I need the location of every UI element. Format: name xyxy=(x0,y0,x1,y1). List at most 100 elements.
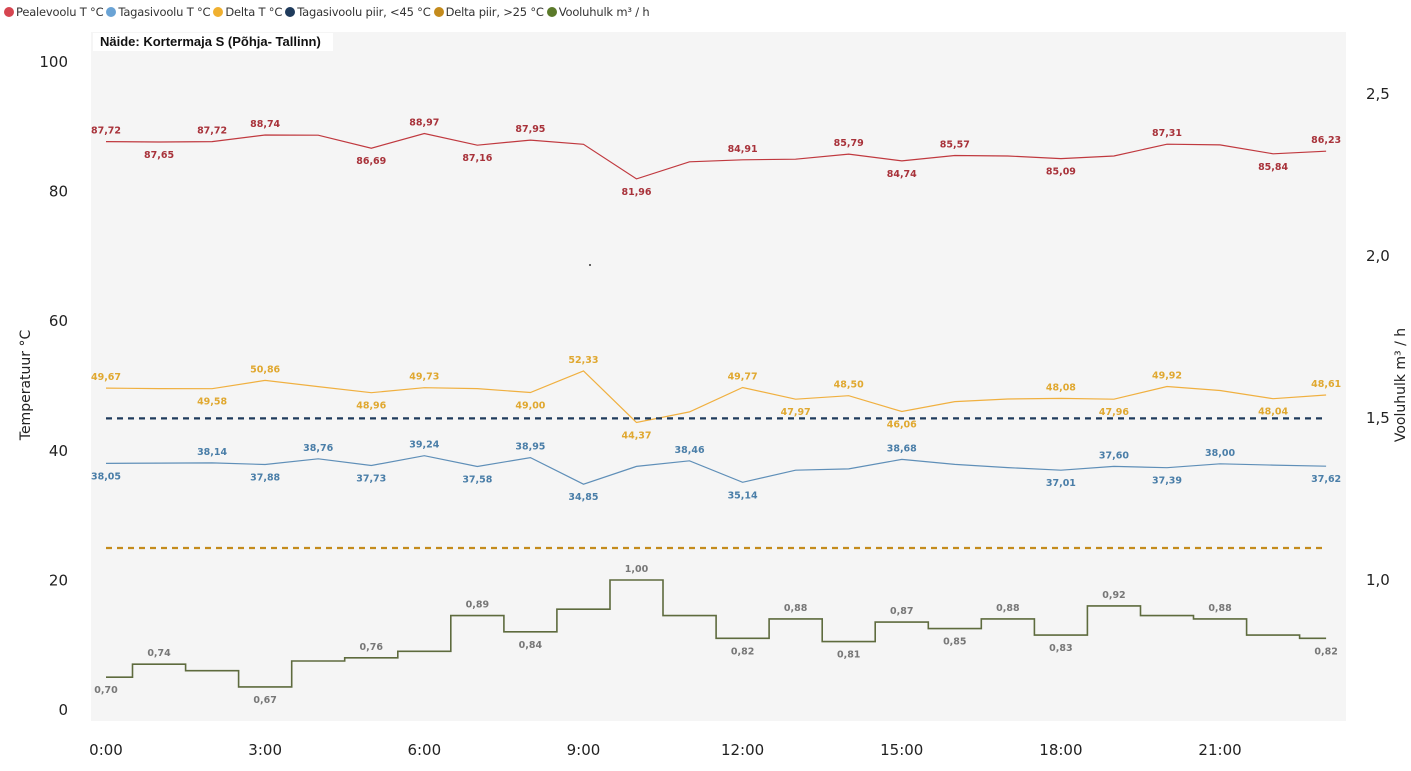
data-label: 38,05 xyxy=(91,471,121,482)
data-label: 38,14 xyxy=(197,447,227,458)
data-label: 85,09 xyxy=(1046,167,1076,178)
y-tick-label: 80 xyxy=(49,183,68,201)
legend-label: Pealevoolu T °C xyxy=(16,5,104,19)
data-labels: 87,72 87,65 87,72 88,74 86,69 88,97 87,16 87,95… xyxy=(91,117,1341,705)
data-label: 0,74 xyxy=(147,648,171,659)
data-label: 0,85 xyxy=(943,637,966,648)
data-label: 46,06 xyxy=(887,420,917,431)
legend-marker-icon xyxy=(213,7,224,17)
y-tick-label: 0 xyxy=(58,701,68,719)
series-line-pealevoolu-t-c xyxy=(105,132,1327,180)
legend-label: Delta piir, >25 °C xyxy=(445,5,544,19)
data-label: 37,58 xyxy=(462,474,492,485)
data-label: 86,23 xyxy=(1311,135,1341,146)
legend-marker-icon xyxy=(285,7,296,17)
data-label: 48,61 xyxy=(1311,379,1341,390)
data-label: 86,69 xyxy=(356,156,386,167)
data-label: 49,58 xyxy=(197,397,227,408)
legend-marker-icon xyxy=(106,7,117,17)
data-label: 48,08 xyxy=(1046,382,1076,393)
data-label: 88,97 xyxy=(409,117,439,128)
data-label: 39,24 xyxy=(409,440,439,451)
data-label: 85,79 xyxy=(834,138,864,149)
data-label: 87,95 xyxy=(515,124,545,135)
legend-item[interactable]: Delta piir, >25 °C xyxy=(433,5,544,19)
legend-label: Tagasivoolu piir, <45 °C xyxy=(297,5,431,19)
data-label: 87,72 xyxy=(197,126,227,137)
legend-item[interactable]: Tagasivoolu T °C xyxy=(106,5,211,19)
x-axis: 0:00 3:00 6:00 9:00 12:00 15:00 18:00 21:00 xyxy=(89,741,1242,759)
data-label: 38,00 xyxy=(1205,448,1235,459)
y-axis-right-title: Vooluhulk m³ / h xyxy=(1393,328,1409,442)
legend-label: Delta T °C xyxy=(225,5,283,19)
legend-item[interactable]: Pealevoolu T °C xyxy=(4,5,104,19)
data-label: 81,96 xyxy=(621,187,651,198)
data-label: 0,87 xyxy=(890,606,913,617)
y-tick-label: 20 xyxy=(49,571,68,589)
data-label: 87,16 xyxy=(462,153,492,164)
data-label: 0,82 xyxy=(731,646,754,657)
x-tick-label: 9:00 xyxy=(567,741,601,759)
data-label: 48,04 xyxy=(1258,407,1288,418)
series-line-vooluhulk-m-h xyxy=(106,579,1327,688)
data-label: 0,67 xyxy=(253,695,276,706)
legend-label: Tagasivoolu T °C xyxy=(118,5,211,19)
legend-item[interactable]: Tagasivoolu piir, <45 °C xyxy=(285,5,431,19)
data-label: 34,85 xyxy=(568,492,598,503)
data-label: 49,73 xyxy=(409,372,439,383)
data-label: 48,96 xyxy=(356,401,386,412)
x-tick-label: 6:00 xyxy=(407,741,441,759)
data-label: 87,65 xyxy=(144,150,174,161)
data-label: 47,96 xyxy=(1099,407,1129,418)
data-label: 35,14 xyxy=(728,490,758,501)
data-label: 50,86 xyxy=(250,364,280,375)
y2-tick-label: 2,0 xyxy=(1366,247,1390,265)
data-label: 0,82 xyxy=(1314,646,1337,657)
data-label: 0,88 xyxy=(784,603,808,614)
y2-tick-label: 1,0 xyxy=(1366,571,1390,589)
x-tick-label: 12:00 xyxy=(721,741,764,759)
y-tick-label: 40 xyxy=(49,442,68,460)
legend-item[interactable]: Delta T °C xyxy=(213,5,282,19)
data-label: 85,84 xyxy=(1258,162,1288,173)
data-label: 37,01 xyxy=(1046,478,1076,489)
data-label: 0,88 xyxy=(1208,603,1232,614)
x-tick-label: 15:00 xyxy=(880,741,923,759)
data-label: 0,83 xyxy=(1049,643,1072,654)
y2-tick-label: 1,5 xyxy=(1366,409,1390,427)
data-label: 44,37 xyxy=(621,430,651,441)
data-label: 84,74 xyxy=(887,169,917,180)
data-label: 38,76 xyxy=(303,443,333,454)
data-label: 84,91 xyxy=(728,144,758,155)
data-label: 0,70 xyxy=(94,685,118,696)
y-axis-right: 1,0 1,5 2,0 2,5 xyxy=(1366,85,1390,589)
data-label: 37,88 xyxy=(250,473,280,484)
data-label: 1,00 xyxy=(625,564,649,575)
data-label: 0,84 xyxy=(519,640,543,651)
data-label: 49,00 xyxy=(515,400,545,411)
data-label: 87,31 xyxy=(1152,128,1182,139)
data-label: 38,68 xyxy=(887,443,917,454)
y-tick-label: 60 xyxy=(49,312,68,330)
stray-dot xyxy=(589,264,591,266)
x-tick-label: 21:00 xyxy=(1198,741,1241,759)
data-label: 52,33 xyxy=(568,355,598,366)
series-line-tagasivoolu-t-c xyxy=(105,455,1327,485)
data-label: 37,60 xyxy=(1099,450,1129,461)
chart-legend: Pealevoolu T °C Tagasivoolu T °C Delta T °… xyxy=(4,4,652,20)
data-label: 0,92 xyxy=(1102,590,1125,601)
x-tick-label: 3:00 xyxy=(248,741,282,759)
data-label: 48,50 xyxy=(834,380,864,391)
legend-label: Vooluhulk m³ / h xyxy=(558,5,650,19)
data-label: 0,89 xyxy=(466,600,489,611)
legend-item[interactable]: Vooluhulk m³ / h xyxy=(546,5,650,19)
y-axis-left: 0 20 40 60 80 100 xyxy=(39,53,68,719)
data-label: 37,62 xyxy=(1311,474,1341,485)
x-tick-label: 18:00 xyxy=(1039,741,1082,759)
legend-marker-icon xyxy=(546,7,557,17)
data-label: 37,39 xyxy=(1152,476,1182,487)
series-line-delta-t-c xyxy=(105,370,1327,424)
plot-title-box xyxy=(93,33,333,51)
data-label: 0,88 xyxy=(996,603,1020,614)
